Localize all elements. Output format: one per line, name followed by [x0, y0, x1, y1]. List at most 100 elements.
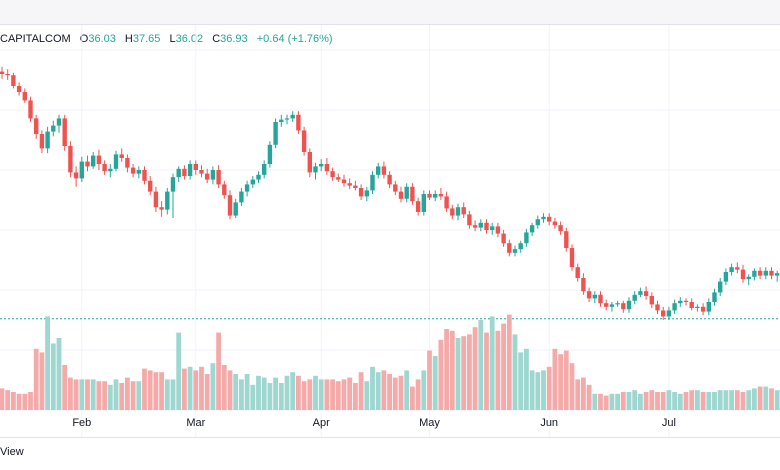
volume-bar: [301, 381, 307, 410]
candle-body: [769, 270, 774, 276]
volume-bar: [239, 379, 244, 410]
volume-bar: [113, 379, 119, 410]
volume-bar: [73, 379, 79, 410]
candle-body: [643, 291, 649, 296]
candle-body: [273, 122, 278, 145]
candle-body: [757, 270, 763, 276]
volume-bar: [398, 375, 404, 410]
volume-bar: [438, 339, 444, 410]
candle-body: [415, 201, 421, 212]
volume-bar: [244, 374, 250, 410]
x-tick-label: Jul: [662, 417, 676, 429]
volume-bar: [370, 366, 375, 410]
candle-body: [718, 281, 723, 293]
footer-credit[interactable]: View: [0, 446, 24, 458]
volume-bar: [655, 392, 660, 410]
candle-body: [91, 155, 96, 167]
candle-body: [535, 219, 540, 226]
candle-body: [752, 270, 757, 277]
candle-body: [85, 161, 90, 167]
volume-bar: [489, 316, 495, 410]
candle-body: [330, 171, 335, 178]
volume-bar: [341, 379, 347, 410]
candle-body: [655, 304, 660, 311]
candle-body: [102, 164, 107, 172]
volume-bar: [164, 379, 170, 410]
candle-body: [73, 172, 79, 179]
candle-body: [364, 190, 369, 197]
volume-bar: [615, 393, 620, 410]
candle-body: [450, 208, 455, 216]
volume-bar: [563, 350, 569, 410]
volume-bar: [159, 372, 164, 410]
candle-body: [461, 207, 466, 215]
volume-bar: [734, 390, 740, 410]
candle-body: [279, 119, 284, 122]
volume-bar: [700, 392, 706, 410]
candle-body: [592, 294, 597, 299]
candle-body: [34, 118, 39, 134]
volume-bar: [204, 374, 210, 410]
volume-bar: [227, 370, 233, 410]
volume-bar: [290, 372, 296, 410]
volume-bar: [535, 372, 541, 410]
volume-bar: [347, 377, 353, 410]
candle-body: [615, 303, 620, 305]
volume-bar: [449, 330, 455, 410]
candle-body: [529, 225, 535, 233]
candle-body: [51, 125, 56, 132]
candle-body: [398, 191, 404, 199]
volume-bar: [125, 377, 130, 410]
chart-grid: [0, 25, 780, 437]
candle-body: [244, 184, 250, 192]
candle-body: [541, 216, 546, 220]
candle-body: [125, 158, 130, 168]
candle-body: [39, 134, 45, 149]
candle-body: [564, 231, 569, 248]
legend-symbol[interactable]: CAPITALCOM: [0, 33, 71, 45]
volume-bar: [216, 332, 221, 410]
legend-high-value: 37.65: [132, 33, 161, 45]
candle-body: [307, 152, 312, 173]
candle-body: [347, 183, 352, 186]
volume-bar: [763, 386, 769, 410]
volume-bar: [541, 370, 546, 410]
volume-bar: [187, 366, 193, 410]
candle-body: [227, 195, 233, 216]
volume-bar: [318, 379, 324, 410]
volume-bar: [324, 379, 330, 410]
x-tick-label: Apr: [313, 417, 330, 429]
candle-body: [79, 161, 84, 179]
legend-open-label: O: [79, 33, 89, 45]
volume-bar: [364, 381, 370, 410]
volume-bar: [221, 365, 227, 410]
candle-body: [723, 272, 729, 282]
candle-body: [324, 164, 330, 172]
legend-close-label: C: [212, 33, 221, 45]
candle-body: [290, 114, 295, 119]
volume-bar: [467, 334, 472, 410]
candle-body: [45, 131, 50, 149]
volume-bar: [769, 388, 774, 410]
volume-bar: [774, 390, 780, 410]
volume-bar: [746, 390, 752, 410]
legend-open-value: 36.03: [88, 33, 116, 45]
candle-body: [108, 168, 113, 172]
volume-bar: [307, 379, 313, 410]
x-tick-label: Mar: [186, 417, 205, 429]
volume-bar: [620, 392, 626, 410]
candle-body: [233, 202, 238, 216]
volume-bar: [142, 368, 147, 410]
price-series: [0, 66, 780, 320]
volume-bar: [256, 375, 261, 410]
candle-body: [740, 269, 746, 280]
volume-series: [0, 314, 780, 410]
volume-bar: [484, 332, 489, 410]
x-axis: Feb Mar Apr May Jun Jul: [72, 417, 676, 429]
candle-body: [467, 214, 472, 226]
candle-body: [370, 174, 375, 191]
candle-body: [393, 184, 398, 192]
volume-bar: [598, 393, 603, 410]
candle-body: [170, 177, 176, 192]
